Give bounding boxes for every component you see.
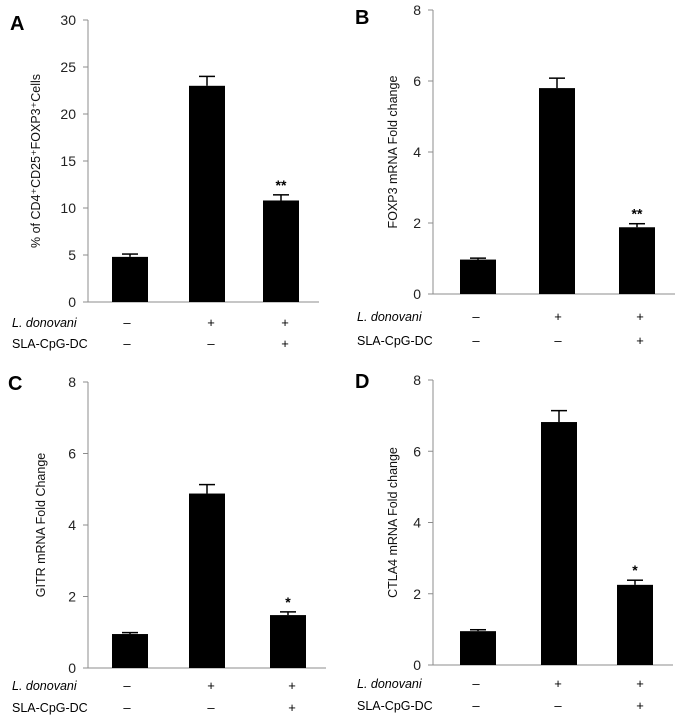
panel-d: D 0 2 4 6 8 CTLA4 mRNA Fold change * L. donovani… — [355, 371, 673, 713]
row-label-l-donovani: L. donovani — [12, 316, 78, 330]
panel-letter: B — [355, 7, 369, 29]
y-tick-label: 0 — [68, 660, 76, 676]
panel-letter: A — [10, 13, 24, 35]
row-label-l-donovani: L. donovani — [357, 310, 423, 324]
y-tick-label: 8 — [68, 374, 76, 390]
condition-symbol: – — [123, 336, 131, 351]
y-tick-label: 8 — [413, 2, 421, 18]
significance-marker: * — [632, 562, 638, 578]
y-axis-label: GITR mRNA Fold Change — [34, 453, 48, 598]
y-tick-label: 5 — [68, 247, 76, 263]
condition-symbol: + — [636, 676, 644, 691]
condition-symbol: – — [554, 698, 562, 713]
condition-symbol: – — [123, 315, 131, 330]
y-tick-label: 6 — [68, 446, 76, 462]
row-label-sla-cpg-dc: SLA-CpG-DC — [357, 699, 433, 713]
condition-symbol: + — [281, 315, 289, 330]
y-tick-label: 2 — [68, 589, 76, 605]
significance-marker: * — [285, 594, 291, 610]
panel-c: C 0 2 4 6 8 GITR mRNA Fold Change * L. donovani –… — [8, 373, 326, 715]
bar — [617, 584, 653, 665]
row-label-l-donovani: L. donovani — [357, 677, 423, 691]
significance-marker: ** — [276, 177, 287, 193]
y-tick-label: 6 — [413, 73, 421, 89]
panel-letter: D — [355, 371, 369, 393]
bar — [270, 615, 306, 668]
condition-symbol: – — [207, 700, 215, 715]
condition-symbol: – — [472, 333, 480, 348]
bar — [189, 85, 225, 302]
bar — [539, 88, 575, 294]
panel-letter: C — [8, 373, 22, 395]
y-axis-label: FOXP3 mRNA Fold change — [386, 76, 400, 229]
condition-symbol: + — [636, 309, 644, 324]
condition-symbol: – — [472, 676, 480, 691]
condition-symbol: – — [123, 700, 131, 715]
bar — [189, 493, 225, 668]
y-tick-label: 4 — [68, 517, 76, 533]
condition-symbol: + — [636, 333, 644, 348]
significance-marker: ** — [632, 206, 643, 222]
bar — [112, 256, 148, 302]
y-tick-label: 8 — [413, 372, 421, 388]
bar — [541, 422, 577, 665]
condition-symbol: + — [636, 698, 644, 713]
condition-symbol: – — [472, 309, 480, 324]
y-tick-label: 2 — [413, 586, 421, 602]
condition-symbol: – — [472, 698, 480, 713]
bar — [112, 634, 148, 668]
y-tick-label: 0 — [68, 294, 76, 310]
condition-symbol: – — [207, 336, 215, 351]
condition-symbol: – — [554, 333, 562, 348]
bar — [619, 227, 655, 294]
condition-symbol: + — [288, 700, 296, 715]
y-axis-label: % of CD4⁺CD25⁺FOXP3⁺Cells — [29, 74, 43, 248]
y-tick-label: 25 — [60, 59, 76, 75]
condition-symbol: + — [554, 676, 562, 691]
bar — [460, 259, 496, 294]
y-tick-label: 30 — [60, 12, 76, 28]
panel-b: B 0 2 4 6 8 FOXP3 mRNA Fold change ** L. donovan… — [355, 2, 675, 348]
y-tick-label: 15 — [60, 153, 76, 169]
y-axis-label: CTLA4 mRNA Fold change — [386, 447, 400, 598]
y-tick-label: 2 — [413, 215, 421, 231]
y-tick-label: 0 — [413, 286, 421, 302]
panel-a: A 0 5 10 15 20 25 30 % of CD4⁺CD25⁺FOXP3⁺Cells **… — [10, 12, 319, 351]
condition-symbol: + — [554, 309, 562, 324]
condition-symbol: + — [281, 336, 289, 351]
y-tick-label: 0 — [413, 657, 421, 673]
row-label-l-donovani: L. donovani — [12, 679, 78, 693]
bar — [460, 631, 496, 665]
y-tick-label: 6 — [413, 443, 421, 459]
row-label-sla-cpg-dc: SLA-CpG-DC — [357, 334, 433, 348]
row-label-sla-cpg-dc: SLA-CpG-DC — [12, 337, 88, 351]
row-label-sla-cpg-dc: SLA-CpG-DC — [12, 701, 88, 715]
condition-symbol: + — [207, 315, 215, 330]
y-tick-label: 20 — [60, 106, 76, 122]
bar — [263, 200, 299, 302]
y-tick-label: 4 — [413, 144, 421, 160]
condition-symbol: + — [207, 678, 215, 693]
y-tick-label: 4 — [413, 515, 421, 531]
condition-symbol: – — [123, 678, 131, 693]
y-tick-label: 10 — [60, 200, 76, 216]
condition-symbol: + — [288, 678, 296, 693]
